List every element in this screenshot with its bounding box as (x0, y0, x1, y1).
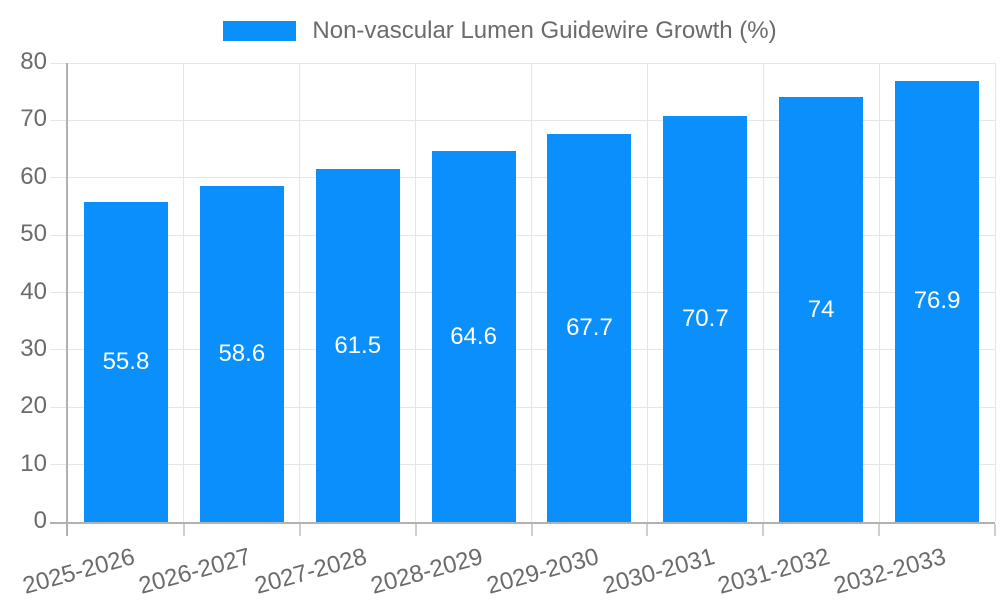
y-tick-label: 60 (20, 162, 47, 190)
legend-swatch-icon (223, 21, 297, 41)
x-tick-label: 2029-2030 (483, 543, 602, 600)
y-tick-label: 50 (20, 220, 47, 248)
y-gridline (50, 349, 995, 351)
legend-item[interactable]: Non-vascular Lumen Guidewire Growth (%) (223, 17, 777, 44)
bar-value-label: 70.7 (681, 305, 729, 333)
x-axis-line (50, 522, 995, 524)
y-axis-line (66, 63, 68, 536)
bar-value-label: 64.6 (450, 322, 497, 350)
bar-value-label: 55.8 (102, 347, 150, 375)
y-gridline (50, 406, 995, 408)
x-gridline (994, 63, 996, 522)
legend: Non-vascular Lumen Guidewire Growth (%) (0, 18, 1000, 44)
bar-value-label: 76.9 (913, 287, 961, 315)
y-gridline (50, 119, 995, 121)
x-tick-label: 2031-2032 (715, 543, 834, 600)
x-tick-mark (414, 524, 417, 536)
y-tick-label: 10 (20, 449, 47, 477)
x-tick-label: 2032-2033 (831, 543, 950, 600)
bar[interactable] (895, 80, 980, 522)
y-gridline (50, 234, 995, 236)
y-tick-label: 20 (20, 392, 47, 420)
bar-value-label: 61.5 (334, 331, 382, 359)
bar-value-label: 67.7 (566, 313, 613, 341)
y-tick-label: 30 (20, 334, 47, 362)
bar-value-label: 58.6 (218, 339, 266, 367)
bar[interactable] (431, 151, 516, 522)
y-gridline (50, 177, 995, 179)
y-gridline (50, 292, 995, 293)
bar[interactable] (315, 169, 400, 522)
x-gridline (878, 63, 880, 522)
x-tick-mark (762, 524, 765, 536)
x-gridline (183, 63, 185, 522)
x-gridline (762, 63, 764, 522)
x-gridline (646, 63, 648, 522)
y-tick-label: 40 (20, 277, 47, 305)
y-gridline (50, 464, 995, 466)
legend-label: Non-vascular Lumen Guidewire Growth (%) (312, 17, 777, 44)
bar[interactable] (547, 133, 632, 522)
x-gridline (415, 63, 417, 522)
x-tick-mark (878, 524, 881, 536)
bar[interactable] (663, 116, 748, 522)
bar[interactable] (779, 97, 864, 522)
x-tick-mark (994, 524, 996, 536)
y-tick-label: 0 (33, 507, 47, 534)
x-gridline (299, 63, 301, 522)
x-tick-label: 2027-2028 (251, 543, 370, 600)
x-tick-label: 2030-2031 (599, 543, 718, 600)
x-tick-label: 2025-2026 (20, 543, 138, 600)
bar[interactable] (199, 185, 284, 522)
x-gridline (531, 63, 532, 522)
x-tick-mark (646, 524, 649, 536)
x-tick-mark (298, 524, 301, 536)
x-tick-mark (182, 524, 185, 536)
x-tick-mark (530, 524, 533, 536)
bar-value-label: 74 (807, 295, 835, 323)
x-tick-label: 2026-2027 (135, 543, 254, 600)
y-tick-label: 80 (20, 48, 47, 75)
y-gridline (50, 62, 995, 64)
y-tick-label: 70 (20, 105, 47, 133)
x-tick-label: 2028-2029 (367, 543, 486, 600)
bar[interactable] (83, 201, 168, 522)
